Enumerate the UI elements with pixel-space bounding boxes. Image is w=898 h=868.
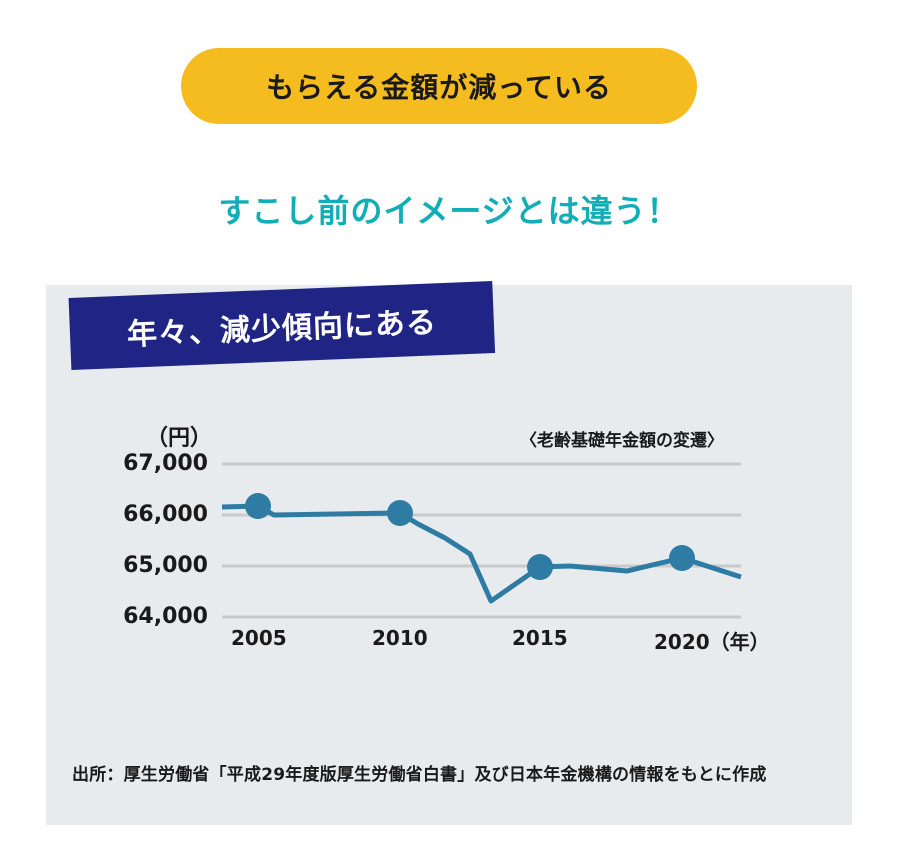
source-note: 出所：厚生労働省「平成29年度版厚生労働省白書」及び日本年金機構の情報をもとに作…: [72, 765, 767, 785]
gridlines: [222, 462, 741, 619]
data-point-marker: [387, 500, 413, 526]
data-markers: [245, 493, 695, 580]
x-tick-2020: 2020（年）: [654, 626, 770, 655]
chart-title: 〈老齢基礎年金額の変遷〉: [520, 431, 724, 451]
x-tick-2020-value: 2020: [654, 630, 710, 654]
x-tick-2015: 2015: [512, 626, 568, 650]
data-point-marker: [527, 554, 553, 580]
y-axis-unit: （円）: [146, 426, 213, 451]
headline-pill: もらえる金額が減っている: [181, 48, 697, 124]
y-tick-65000: 65,000: [123, 553, 208, 578]
headline-text: もらえる金額が減っている: [266, 71, 612, 104]
x-tick-2010: 2010: [372, 626, 428, 650]
chart-panel: [46, 285, 852, 825]
y-tick-66000: 66,000: [123, 502, 208, 527]
y-tick-67000: 67,000: [123, 451, 208, 476]
subtitle: すこし前のイメージとは違う！: [218, 192, 680, 230]
x-axis-unit: （年）: [709, 630, 770, 654]
data-point-marker: [669, 545, 695, 571]
x-tick-2005: 2005: [231, 626, 287, 650]
data-point-marker: [245, 493, 271, 519]
series-line: [221, 503, 742, 604]
y-tick-64000: 64,000: [123, 604, 208, 629]
